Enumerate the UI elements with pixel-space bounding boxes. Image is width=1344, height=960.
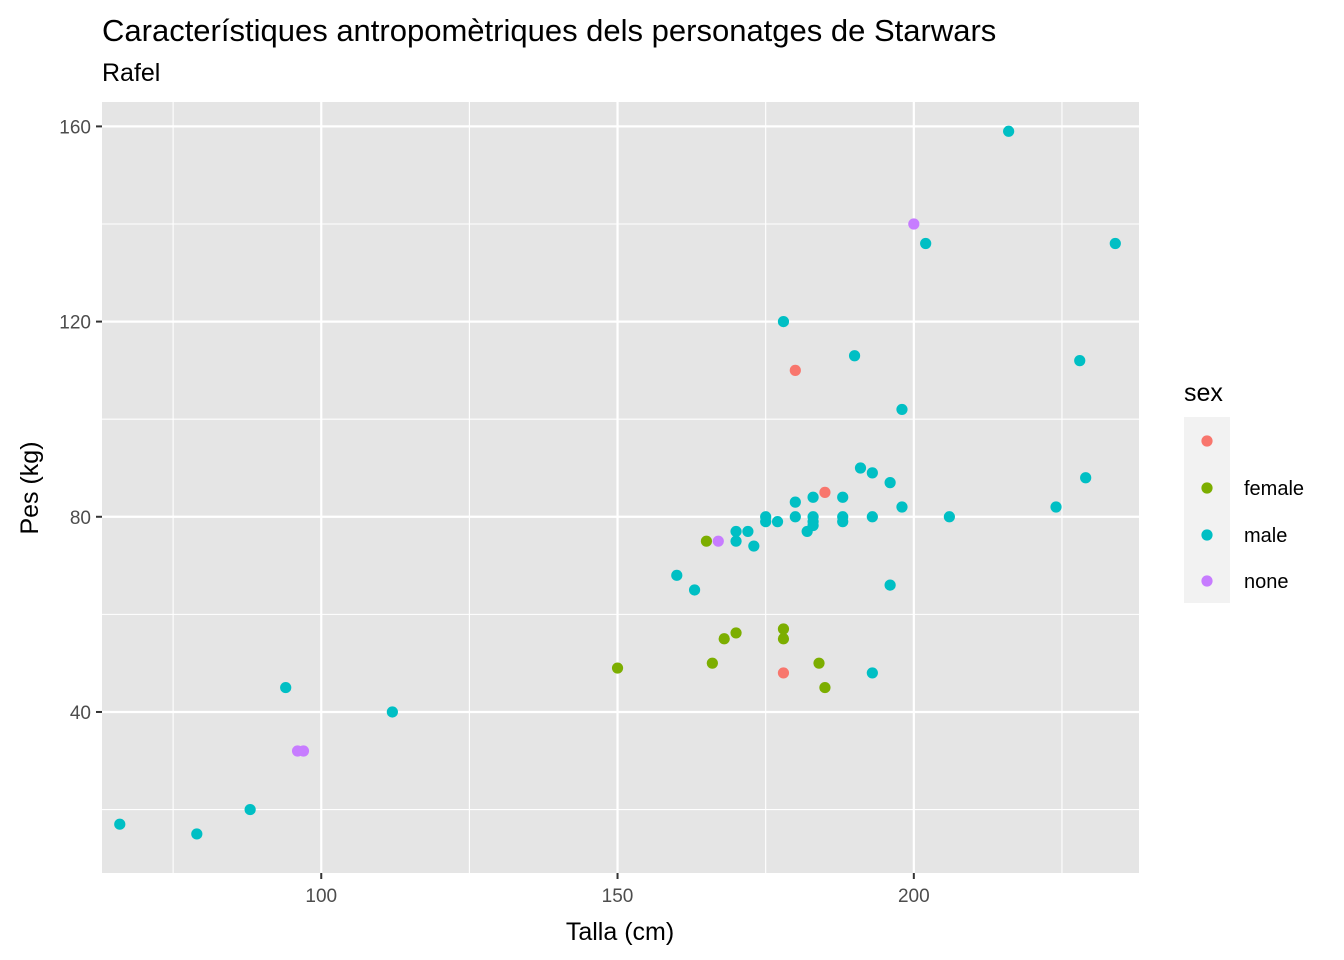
point-male <box>1074 355 1086 367</box>
y-tick-label: 40 <box>70 703 91 724</box>
legend-key-male <box>1201 529 1213 541</box>
point-male <box>1080 472 1092 484</box>
point-male <box>896 501 908 513</box>
legend-key-na <box>1201 435 1213 447</box>
point-male <box>837 516 849 528</box>
x-tick-label: 100 <box>305 886 337 907</box>
point-male <box>789 496 801 508</box>
point-na <box>777 667 790 679</box>
plot-panel <box>102 102 1139 873</box>
point-male <box>943 511 955 523</box>
point-na <box>789 364 801 376</box>
legend-label-male: male <box>1244 525 1287 547</box>
x-tick-label: 200 <box>898 886 930 907</box>
point-male <box>848 350 861 362</box>
point-male <box>280 681 292 694</box>
major-gridlines <box>102 102 1139 873</box>
point-none <box>712 535 724 547</box>
point-male <box>191 828 203 840</box>
x-axis-ticks: 100 150 200 <box>305 873 930 907</box>
point-male <box>866 467 878 479</box>
y-tick-label: 120 <box>59 313 91 334</box>
legend-key-none <box>1201 575 1213 587</box>
chart-title: Característiques antropomètriques dels p… <box>102 13 996 48</box>
point-male <box>777 315 790 328</box>
point-female <box>730 627 742 639</box>
point-female <box>700 535 713 547</box>
point-male <box>789 511 801 523</box>
point-male <box>920 237 932 250</box>
chart-subtitle: Rafel <box>102 59 160 87</box>
point-male <box>866 667 878 679</box>
point-male <box>854 462 867 474</box>
point-male <box>742 525 754 538</box>
point-male <box>866 511 878 523</box>
point-male <box>1050 501 1062 513</box>
point-female <box>777 633 790 645</box>
point-male <box>688 584 701 596</box>
legend-keys-background <box>1184 417 1230 603</box>
point-none <box>297 745 310 757</box>
legend-label-female: female <box>1244 478 1304 500</box>
y-axis-title: Pes (kg) <box>16 441 44 534</box>
point-male <box>671 569 683 581</box>
point-male <box>837 491 849 503</box>
point-male <box>748 540 760 552</box>
point-male <box>896 403 908 416</box>
point-female <box>813 657 825 669</box>
point-male <box>1109 237 1121 250</box>
point-female <box>706 657 718 669</box>
y-axis-ticks: 40 80 120 160 <box>59 117 102 724</box>
point-male <box>760 516 772 528</box>
legend-label-none: none <box>1244 571 1289 593</box>
point-female <box>777 623 790 635</box>
point-male <box>807 519 819 532</box>
point-male <box>1003 125 1015 137</box>
legend: sex female male none <box>1184 379 1304 603</box>
point-male <box>386 706 398 718</box>
point-male <box>884 579 896 591</box>
point-none <box>908 218 920 230</box>
minor-gridlines <box>102 102 1139 873</box>
legend-key-female <box>1201 482 1213 494</box>
y-tick-label: 160 <box>59 117 91 138</box>
x-tick-label: 150 <box>602 886 634 907</box>
point-female <box>819 681 831 694</box>
point-na <box>819 486 831 498</box>
data-points <box>114 125 1121 840</box>
point-male <box>244 803 256 816</box>
y-tick-label: 80 <box>70 508 91 529</box>
point-male <box>730 535 742 547</box>
point-male <box>771 516 784 528</box>
point-female <box>611 662 624 674</box>
x-axis-title: Talla (cm) <box>566 918 674 946</box>
point-female <box>718 633 730 645</box>
legend-title: sex <box>1184 379 1223 407</box>
point-male <box>114 818 126 830</box>
point-male <box>730 525 742 538</box>
point-male <box>884 477 896 489</box>
point-male <box>807 491 819 503</box>
